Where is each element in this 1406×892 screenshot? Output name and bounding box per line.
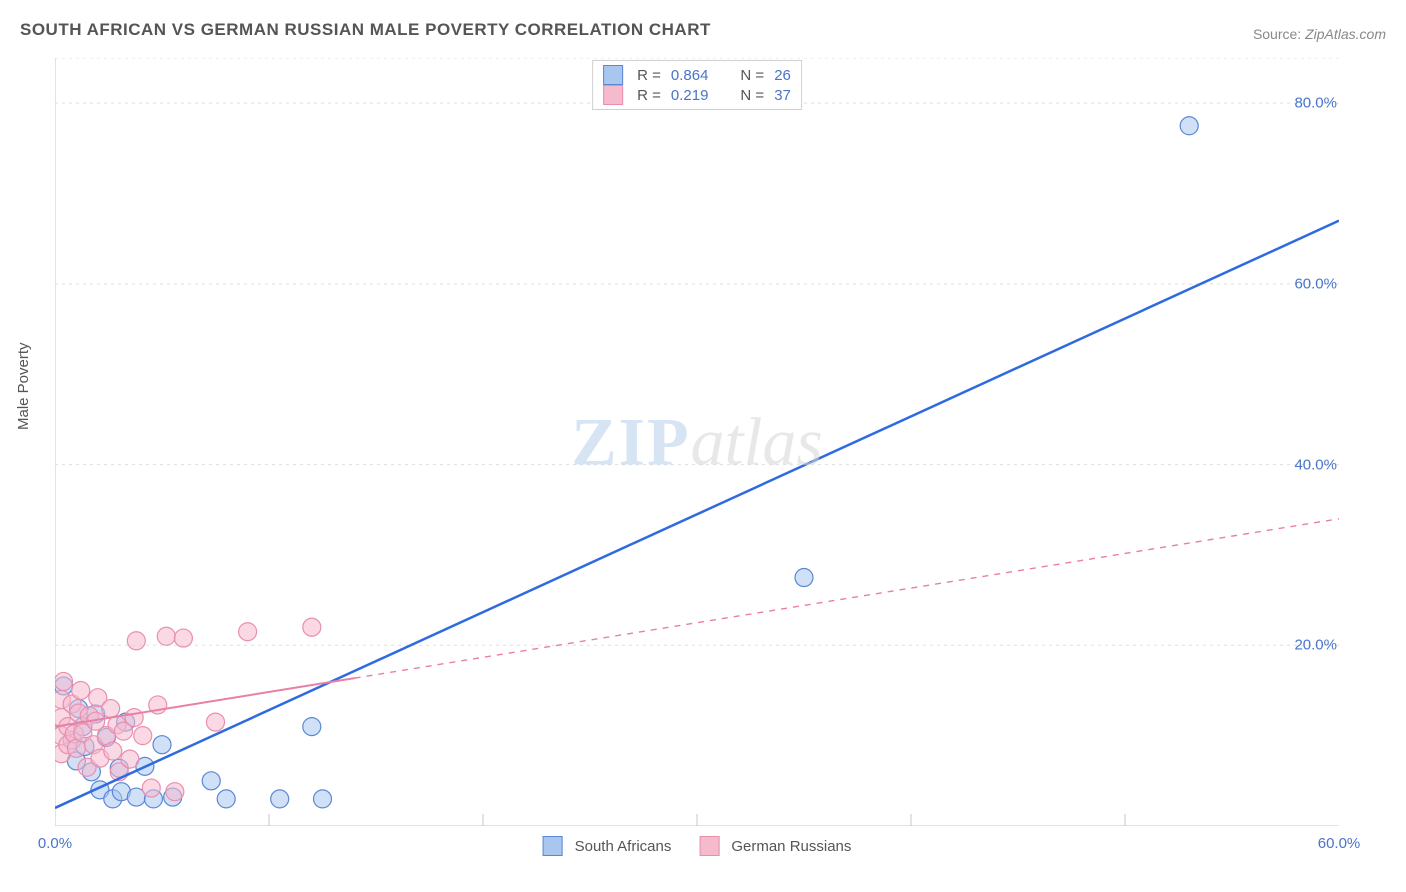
- r-label: R =: [637, 67, 661, 84]
- y-tick-label: 80.0%: [1294, 95, 1337, 112]
- chart-title: SOUTH AFRICAN VS GERMAN RUSSIAN MALE POV…: [20, 20, 711, 40]
- n-value-2: 37: [774, 87, 791, 104]
- legend-swatch-2: [699, 836, 719, 856]
- r-label: R =: [637, 87, 661, 104]
- legend-item-2: German Russians: [699, 836, 851, 856]
- y-tick-label: 20.0%: [1294, 637, 1337, 654]
- y-axis-label: Male Poverty: [15, 342, 32, 430]
- scatter-chart-svg: [55, 58, 1339, 826]
- stats-row-series-2: R = 0.219 N = 37: [603, 85, 791, 105]
- y-tick-label: 60.0%: [1294, 275, 1337, 292]
- stats-row-series-1: R = 0.864 N = 26: [603, 65, 791, 85]
- legend-swatch-1: [543, 836, 563, 856]
- chart-plot-area: ZIPatlas R = 0.864 N = 26 R = 0.219 N = …: [55, 58, 1339, 826]
- legend-label-2: German Russians: [731, 838, 851, 855]
- swatch-series-2: [603, 85, 623, 105]
- y-tick-label: 40.0%: [1294, 456, 1337, 473]
- source-value: ZipAtlas.com: [1305, 26, 1386, 42]
- n-value-1: 26: [774, 67, 791, 84]
- source-label: Source:: [1253, 26, 1301, 42]
- r-value-2: 0.219: [671, 87, 709, 104]
- swatch-series-1: [603, 65, 623, 85]
- r-value-1: 0.864: [671, 67, 709, 84]
- x-tick-label: 0.0%: [38, 835, 72, 852]
- stats-legend-box: R = 0.864 N = 26 R = 0.219 N = 37: [592, 60, 802, 110]
- series-legend: South Africans German Russians: [543, 836, 852, 856]
- x-tick-label: 60.0%: [1318, 835, 1361, 852]
- source-attribution: Source: ZipAtlas.com: [1253, 26, 1386, 42]
- legend-item-1: South Africans: [543, 836, 672, 856]
- n-label: N =: [740, 87, 764, 104]
- n-label: N =: [740, 67, 764, 84]
- legend-label-1: South Africans: [575, 838, 672, 855]
